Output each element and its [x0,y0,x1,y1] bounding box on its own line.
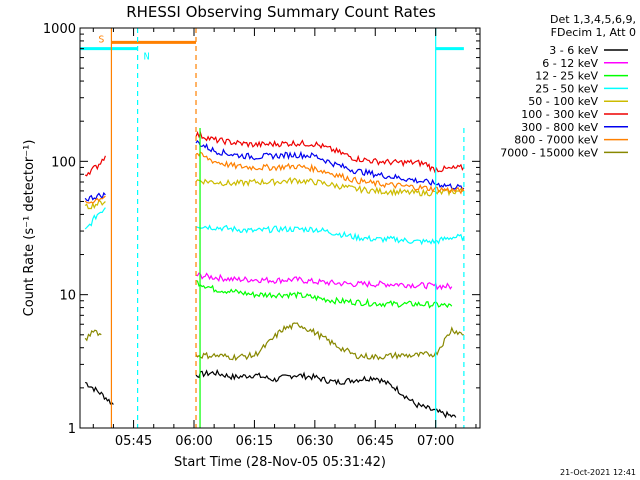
plot-frame [79,27,481,429]
y-axis-label: Count Rate (s⁻¹ detector⁻¹) [22,140,37,317]
x-tick-label: 05:45 [115,434,152,449]
series-6-segment-0 [84,191,106,202]
legend-label: 7000 - 15000 keV [500,146,598,159]
y-tick-label: 1000 [43,22,76,37]
series-3-segment-0 [84,207,106,230]
series-7-segment-0 [84,195,106,205]
x-tick-label: 06:00 [175,434,212,449]
legend-label: 300 - 800 keV [521,121,598,134]
y-tick-label: 100 [51,155,76,170]
x-axis: 05:45 06:00 06:15 06:30 06:45 07:00 [92,28,477,449]
series-1-segment-0 [195,272,453,291]
series-4-segment-1 [195,176,465,197]
series-6-segment-1 [195,140,465,191]
legend-label: 50 - 100 keV [528,95,598,108]
legend-label: 3 - 6 keV [549,44,598,57]
plot-area: SN [80,28,465,428]
x-tick-label: 06:45 [357,434,394,449]
marker-N-label: N [144,52,150,63]
y-tick-label: 10 [59,289,76,304]
series-5-segment-0 [84,155,106,177]
x-tick-label: 07:00 [417,434,454,449]
marker-S-label: S [98,34,104,45]
series-0-segment-1 [195,368,457,419]
series-5-segment-1 [195,131,465,174]
legend-label: 6 - 12 keV [542,57,598,70]
x-tick-label: 06:30 [296,434,333,449]
series-0-segment-0 [84,381,114,405]
legend-label: 12 - 25 keV [535,70,598,83]
legend: Det 1,3,4,5,6,9, FDecim 1, Att 0 3 - 6 k… [500,13,636,159]
footer-timestamp: 21-Oct-2021 12:41 [560,468,636,477]
legend-header-line-2: FDecim 1, Att 0 [551,26,636,39]
legend-header-line-1: Det 1,3,4,5,6,9, [550,13,636,26]
series-3-segment-1 [195,224,465,246]
series-7-segment-1 [195,151,465,195]
y-axis: 1 10 100 1000 [43,22,480,437]
series-8-segment-0 [84,329,102,342]
x-axis-label: Start Time (28-Nov-05 05:31:42) [174,455,386,470]
series-2-segment-0 [195,280,453,309]
chart-title: RHESSI Observing Summary Count Rates [126,3,436,21]
series-8-segment-1 [195,322,464,362]
series-4-segment-0 [84,199,106,210]
x-tick-label: 06:15 [236,434,273,449]
legend-label: 100 - 300 keV [521,108,598,121]
y-tick-label: 1 [68,422,76,437]
legend-label: 800 - 7000 keV [514,134,598,147]
legend-label: 25 - 50 keV [535,82,598,95]
